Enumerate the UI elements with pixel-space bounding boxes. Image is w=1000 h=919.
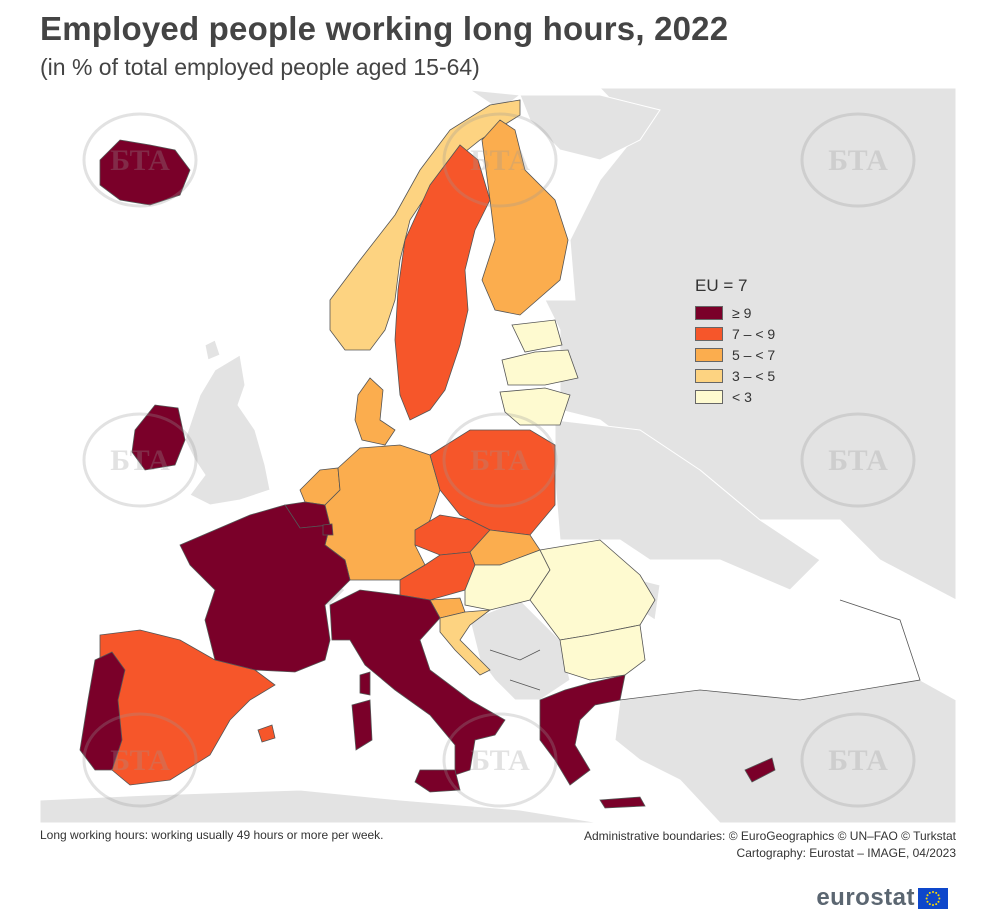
map-france (179, 504, 351, 673)
map-balkan-borders (489, 649, 541, 691)
map-uk (184, 354, 271, 506)
map-cyprus (744, 757, 776, 783)
brand-text: eurostat (816, 884, 915, 911)
credits: Administrative boundaries: © EuroGeograp… (584, 828, 956, 862)
legend-item: 7 – < 9 (695, 323, 775, 344)
map-iceland (99, 139, 191, 206)
chart-subtitle: (in % of total employed people aged 15-6… (40, 54, 480, 80)
legend-swatch (695, 368, 723, 383)
legend-item: < 3 (695, 386, 775, 407)
map-corsica (359, 671, 371, 696)
map-romania (529, 539, 656, 641)
map-lithuania (499, 387, 571, 426)
map-kola (519, 94, 661, 161)
legend-label: 5 – < 7 (732, 346, 776, 363)
legend-title: EU = 7 (695, 276, 748, 295)
map-luxembourg (322, 523, 334, 536)
legend-swatch (695, 305, 723, 320)
map-estonia (511, 319, 563, 353)
map-north-africa (40, 789, 601, 823)
legend-item: 5 – < 7 (695, 344, 775, 365)
map-italy (329, 589, 506, 776)
map-finland (481, 119, 569, 316)
legend-swatch (695, 326, 723, 341)
legend-label: < 3 (732, 388, 752, 405)
eu-flag-icon (918, 887, 948, 909)
map-russia-east (544, 88, 956, 601)
eurostat-logo: eurostat (816, 884, 948, 912)
map-ukraine-belarus (554, 419, 821, 591)
chart-title: Employed people working long hours, 2022 (40, 10, 729, 47)
map-bulgaria (559, 624, 646, 681)
map-turkey-border (619, 599, 921, 701)
europe-map (40, 88, 956, 823)
legend-label: 3 – < 5 (732, 367, 776, 384)
map-croatia (439, 609, 492, 676)
credits-boundaries: Administrative boundaries: © EuroGeograp… (583, 829, 956, 843)
map-turkey (614, 679, 956, 823)
map-legend: EU = 7 ≥ 9 7 – < 9 5 – < 7 3 – < 5 < 3 (695, 276, 775, 407)
map-sweden (394, 144, 491, 421)
map-greece (539, 674, 626, 786)
map-scotland-isles (204, 339, 221, 361)
legend-swatch (695, 347, 723, 362)
map-portugal (79, 651, 126, 771)
legend-item: ≥ 9 (695, 302, 775, 323)
map-denmark (354, 377, 396, 446)
map-latvia (501, 349, 579, 386)
footnote: Long working hours: working usually 49 h… (40, 828, 384, 842)
legend-label: 7 – < 9 (732, 325, 776, 342)
map-balearic (257, 724, 276, 743)
map-ireland (131, 404, 186, 471)
legend-item: 3 – < 5 (695, 365, 775, 386)
map-sicily (414, 769, 461, 793)
legend-label: ≥ 9 (732, 304, 752, 321)
legend-swatch (695, 389, 723, 404)
map-poland (429, 429, 556, 536)
map-sardinia (351, 699, 373, 751)
map-crete (599, 796, 646, 809)
credits-cartography: Cartography: Eurostat – IMAGE, 04/2023 (736, 846, 956, 860)
